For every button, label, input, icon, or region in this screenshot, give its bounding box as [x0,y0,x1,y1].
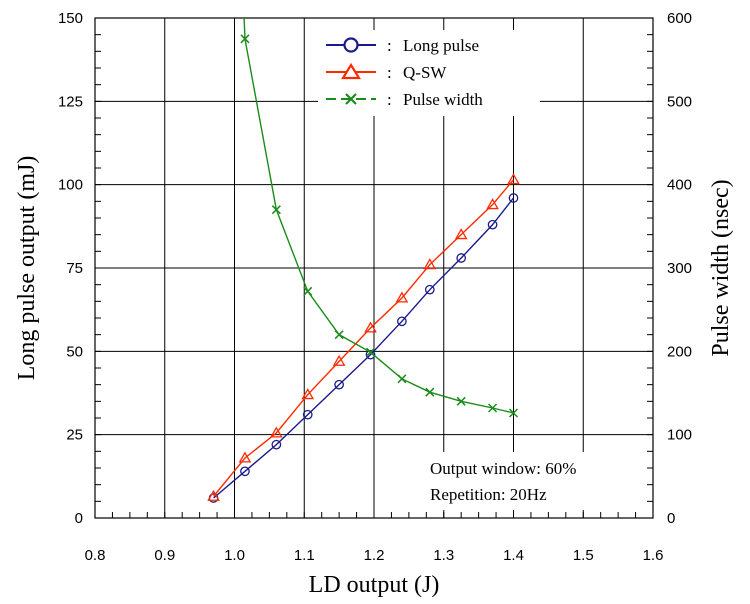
legend-label-long-pulse: Long pulse [403,36,479,55]
y2-tick-label: 600 [667,10,692,27]
y-tick-label: 25 [66,427,83,444]
legend-separator: : [387,36,392,55]
y-axis-title: Long pulse output (mJ) [14,156,40,381]
data-point-long-pulse [271,439,282,450]
legend-marker-pulse-width [345,93,357,105]
tick-marks [94,17,654,519]
data-point-long-pulse [365,349,376,360]
data-point-pulse-width [488,403,498,413]
x-tick-label: 1.5 [573,547,594,564]
x-tick-label: 1.6 [643,547,664,564]
legend-items: : Long pulse: Q-SW: Pulse width [326,36,483,109]
legend-marker-q-sw [341,62,361,80]
x-tick-label: 0.9 [154,547,175,564]
x-tick-label: 1.1 [294,547,315,564]
data-point-q-sw [507,173,520,185]
x-tick-label: 1.2 [364,547,385,564]
y2-axis-title: Pulse width (nsec) [708,179,734,356]
legend-separator: : [387,90,392,109]
legend-separator: : [387,63,392,82]
y-tick-label: 50 [66,343,83,360]
data-point-pulse-width [271,205,281,215]
data-point-q-sw [238,451,252,463]
legend-marker-long-pulse [343,37,359,53]
legend-label-q-sw: Q-SW [403,63,447,82]
annotation-output-window: Output window: 60% [430,459,576,478]
data-point-long-pulse [508,193,519,203]
data-point-q-sw [207,489,220,501]
y2-tick-label: 200 [667,343,692,360]
data-point-q-sw [486,198,499,210]
legend-item-pulse-width: : Pulse width [326,90,483,109]
y-tick-label: 75 [66,260,83,277]
data-point-pulse-width [456,396,466,406]
legend: : Long pulse: Q-SW: Pulse width [318,30,540,116]
data-point-pulse-width [508,408,519,418]
x-tick-label: 1.4 [503,547,524,564]
legend-label-pulse-width: Pulse width [403,90,483,109]
annotation-background [424,452,630,510]
data-point-long-pulse [487,219,498,230]
x-tick-label: 0.8 [85,547,106,564]
series-q-sw [207,173,520,501]
data-point-long-pulse [397,316,407,327]
y2-tick-label: 400 [667,177,692,194]
annotation-repetition: Repetition: 20Hz [430,485,547,504]
series-layer [207,18,520,503]
y2-tick-label: 500 [667,93,692,110]
data-point-long-pulse [424,284,435,295]
series-line-q-sw [213,179,515,497]
series-pulse-width [240,18,519,418]
data-point-long-pulse [334,379,344,390]
data-point-q-sw [332,354,346,366]
data-point-long-pulse [240,466,250,477]
legend-item-long-pulse: : Long pulse [326,36,479,55]
y-tick-label: 0 [75,510,83,527]
data-point-long-pulse [456,253,467,263]
tick-labels: 0.8 0.9 1.0 1.1 1.2 1.3 1.4 1.5 1.6 0 25 50 75 100 125… [58,10,692,564]
x-tick-label: 1.0 [224,547,245,564]
annotation: Output window: 60% Repetition: 20Hz [424,452,630,510]
y2-tick-label: 300 [667,260,692,277]
data-point-q-sw [301,388,315,400]
data-point-pulse-width [397,374,407,384]
y-tick-label: 125 [58,93,83,110]
series-line-long-pulse [213,197,515,499]
data-point-q-sw [423,258,437,270]
y-tick-label: 150 [58,10,83,27]
data-point-q-sw [364,321,377,333]
data-point-pulse-width [303,286,313,296]
y2-tick-label: 0 [667,510,675,527]
x-axis-title: LD output (J) [309,572,440,598]
y2-tick-label: 100 [667,427,692,444]
data-point-pulse-width [365,347,376,357]
data-point-q-sw [270,426,283,438]
data-point-q-sw [454,228,468,240]
data-point-pulse-width [334,330,344,340]
data-point-pulse-width [240,34,250,44]
y-tick-label: 100 [58,177,83,194]
x-tick-label: 1.3 [433,547,454,564]
data-point-q-sw [395,291,409,303]
data-point-pulse-width [425,387,435,397]
data-point-long-pulse [302,409,313,420]
series-long-pulse [208,193,519,503]
legend-item-q-sw: : Q-SW [326,62,447,82]
